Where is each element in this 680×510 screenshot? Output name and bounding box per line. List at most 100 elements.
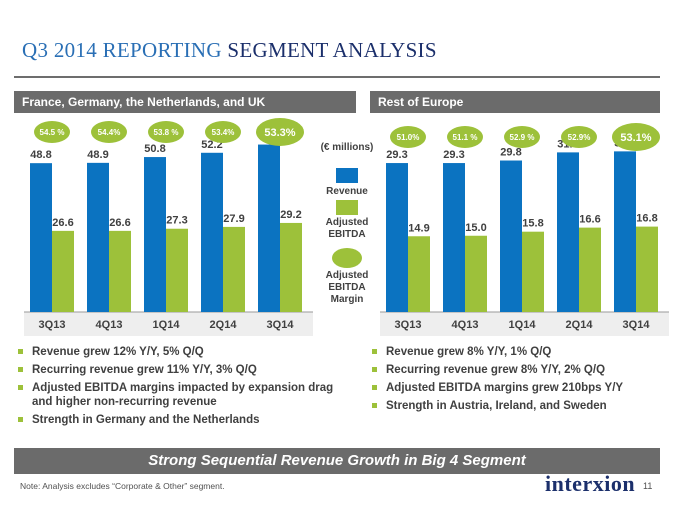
ebitda-value-label: 29.2: [280, 209, 301, 221]
bullet-marker: [372, 385, 377, 390]
company-logo: interxion: [545, 471, 636, 496]
page-title-accent: SEGMENT ANALYSIS: [227, 38, 437, 62]
x-axis-band: [24, 312, 313, 336]
margin-bubble: [504, 126, 540, 148]
ebitda-value-label: 26.6: [52, 217, 73, 229]
margin-value-label: 53.1%: [620, 132, 651, 144]
page-title: Q3 2014 REPORTING SEGMENT ANALYSIS: [22, 38, 437, 63]
ebitda-value-label: 16.8: [636, 213, 657, 225]
legend-ebitda-label: Adjusted EBITDA: [325, 217, 369, 240]
bullet-marker: [372, 349, 377, 354]
bullet-item: Strength in Austria, Ireland, and Sweden: [372, 399, 662, 413]
margin-bubble: [447, 126, 483, 148]
ebitda-bar: [223, 226, 245, 312]
bullet-item: Revenue grew 12% Y/Y, 5% Q/Q: [18, 345, 348, 359]
legend-revenue-label: Revenue: [326, 186, 368, 197]
revenue-bar: [258, 144, 280, 312]
ebitda-bar: [522, 231, 544, 312]
bullet-marker: [18, 367, 23, 372]
revenue-bar: [144, 157, 166, 312]
bullet-marker: [18, 349, 23, 354]
left-segment-chart: 48.8 26.6 3Q13 54.5 % 48.9 26.6 4Q13 54.4% 50.8 2…: [24, 118, 313, 336]
margin-bubble: [612, 123, 660, 151]
ebitda-bar: [280, 222, 302, 312]
margin-value-label: 51.1 %: [453, 133, 478, 142]
x-tick-label: 3Q14: [267, 319, 295, 331]
x-tick-label: 1Q14: [153, 319, 181, 331]
ebitda-value-label: 16.6: [579, 214, 600, 226]
margin-value-label: 54.5 %: [40, 128, 65, 137]
x-tick-label: 4Q13: [452, 319, 479, 331]
summary-banner: Strong Sequential Revenue Growth in Big …: [14, 448, 660, 474]
page-number: 11: [643, 481, 653, 491]
page-title-main: Q3 2014 REPORTING: [22, 38, 222, 62]
revenue-bar: [500, 160, 522, 312]
footnote: Note: Analysis excludes “Corporate & Oth…: [20, 481, 225, 491]
legend-margin-label: Adjusted EBITDA Margin: [325, 270, 369, 305]
revenue-value-label: 29.3: [443, 149, 464, 161]
revenue-value-label: 48.9: [87, 149, 108, 161]
revenue-bar: [614, 151, 636, 312]
bullet-item: Adjusted EBITDA margins grew 210bps Y/Y: [372, 381, 662, 395]
margin-value-label: 53.4%: [212, 128, 235, 137]
left-panel-header: France, Germany, the Netherlands, and UK: [14, 91, 356, 113]
revenue-bar: [87, 162, 109, 312]
bullet-item: Recurring revenue grew 11% Y/Y, 3% Q/Q: [18, 363, 348, 377]
ebitda-value-label: 27.9: [223, 213, 244, 225]
bullet-marker: [372, 367, 377, 372]
x-tick-label: 3Q13: [395, 319, 422, 331]
revenue-bar: [557, 152, 579, 312]
x-tick-label: 1Q14: [509, 319, 537, 331]
x-tick-label: 4Q13: [96, 319, 123, 331]
bullet-item: Revenue grew 8% Y/Y, 1% Q/Q: [372, 345, 662, 359]
revenue-bar: [443, 163, 465, 312]
title-rule: [14, 76, 660, 78]
margin-bubble: [256, 118, 304, 146]
margin-value-label: 53.3%: [264, 127, 295, 139]
margin-bubble: [148, 121, 184, 143]
margin-value-label: 52.9 %: [510, 133, 535, 142]
margin-bubble: [561, 126, 597, 148]
revenue-bar: [201, 152, 223, 312]
ebitda-value-label: 14.9: [408, 222, 429, 234]
ebitda-value-label: 27.3: [166, 215, 187, 227]
revenue-value-label: 29.8: [500, 147, 521, 159]
left-bullets: Revenue grew 12% Y/Y, 5% Q/Q Recurring r…: [18, 345, 348, 431]
revenue-bar: [386, 163, 408, 312]
revenue-bar: [30, 163, 52, 312]
right-panel-header: Rest of Europe: [370, 91, 660, 113]
bullet-marker: [372, 403, 377, 408]
ebitda-bar: [52, 230, 74, 312]
bullet-item: Recurring revenue grew 8% Y/Y, 2% Q/Q: [372, 363, 662, 377]
x-tick-label: 3Q14: [623, 319, 651, 331]
legend-ebitda-swatch: [336, 200, 358, 215]
ebitda-value-label: 15.0: [465, 222, 486, 234]
margin-bubble: [390, 126, 426, 148]
margin-value-label: 54.4%: [98, 128, 121, 137]
ebitda-bar: [465, 235, 487, 312]
ebitda-value-label: 26.6: [109, 217, 130, 229]
right-segment-chart: 29.3 14.9 3Q13 51.0% 29.3 15.0 4Q13 51.1 % 29.8 1…: [380, 123, 669, 336]
ebitda-bar: [166, 228, 188, 312]
ebitda-value-label: 15.8: [522, 218, 543, 230]
bullet-marker: [18, 417, 23, 422]
margin-bubble: [34, 121, 70, 143]
margin-value-label: 52.9%: [568, 133, 591, 142]
ebitda-bar: [408, 236, 430, 312]
ebitda-bar: [636, 226, 658, 312]
bullet-item: Strength in Germany and the Netherlands: [18, 413, 348, 427]
legend-revenue-swatch: [336, 168, 358, 183]
margin-bubble: [205, 121, 241, 143]
revenue-value-label: 48.8: [30, 149, 51, 161]
margin-value-label: 51.0%: [397, 133, 420, 142]
right-bullets: Revenue grew 8% Y/Y, 1% Q/Q Recurring re…: [372, 345, 662, 417]
legend-unit: (€ millions): [320, 142, 374, 153]
x-tick-label: 2Q14: [210, 319, 238, 331]
ebitda-bar: [579, 227, 601, 312]
x-tick-label: 2Q14: [566, 319, 594, 331]
x-tick-label: 3Q13: [39, 319, 66, 331]
revenue-value-label: 50.8: [144, 143, 165, 155]
ebitda-bar: [109, 230, 131, 312]
bullet-item: Adjusted EBITDA margins impacted by expa…: [18, 381, 348, 409]
margin-bubble: [91, 121, 127, 143]
